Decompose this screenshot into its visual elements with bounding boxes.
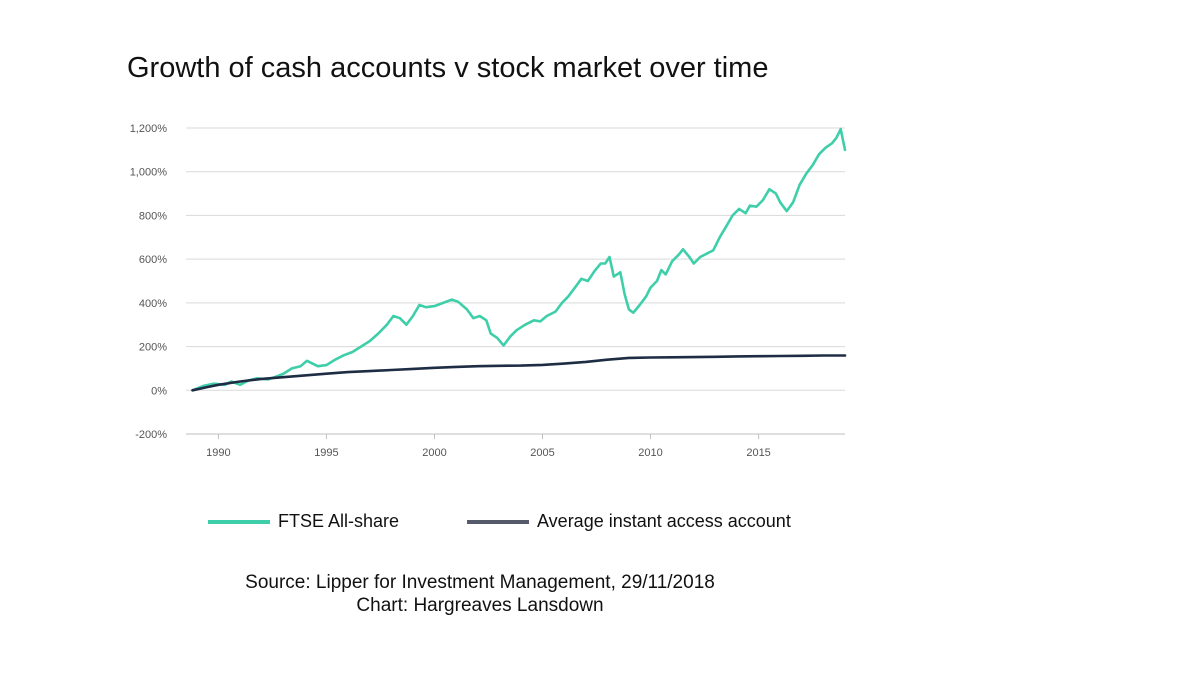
legend-swatch-instant-access <box>467 519 529 524</box>
y-tick-label-3: 400% <box>139 298 167 310</box>
legend-label-instant-access: Average instant access account <box>537 511 791 531</box>
y-tick-label-2: 200% <box>139 342 167 354</box>
x-tick-label-0: 1990 <box>206 447 230 459</box>
x-axis <box>186 433 845 439</box>
x-tick-label-3: 2005 <box>530 447 554 459</box>
y-tick-label-4: 600% <box>139 254 167 266</box>
y-tick-labels: -200% 0% 200% 400% 600% 800% 1,000% 1,200% <box>130 123 168 441</box>
legend: FTSE All-share Average instant access ac… <box>0 511 1200 535</box>
y-tick-label-0: -200% <box>135 429 167 441</box>
series-line-average-instant-access-account <box>191 354 847 392</box>
line-chart: -200% 0% 200% 400% 600% 800% 1,000% 1,200% 1990… <box>130 123 847 459</box>
legend-item-instant-access[interactable]: Average instant access account <box>467 511 791 532</box>
legend-item-ftse[interactable]: FTSE All-share <box>208 511 399 532</box>
chart-title: Growth of cash accounts v stock market o… <box>127 52 769 84</box>
legend-label-ftse: FTSE All-share <box>278 511 400 531</box>
source-line: Source: Lipper for Investment Management… <box>245 572 715 593</box>
y-tick-label-5: 800% <box>139 210 167 222</box>
y-tick-label-6: 1,000% <box>130 167 168 179</box>
chart-credit: Chart: Hargreaves Lansdown <box>356 595 604 616</box>
x-tick-label-5: 2015 <box>746 447 770 459</box>
grid-lines <box>186 127 845 391</box>
source-note: Source: Lipper for Investment Management… <box>160 571 800 617</box>
x-tick-label-1: 1995 <box>314 447 338 459</box>
series-lines <box>191 127 847 392</box>
series-line-ftse-all-share <box>191 127 847 392</box>
y-tick-label-7: 1,200% <box>130 123 168 135</box>
y-tick-label-1: 0% <box>151 385 167 397</box>
x-tick-labels: 1990 1995 2000 2005 2010 2015 <box>206 447 771 459</box>
x-tick-label-2: 2000 <box>422 447 446 459</box>
x-tick-label-4: 2010 <box>638 447 662 459</box>
legend-swatch-ftse <box>208 519 270 524</box>
